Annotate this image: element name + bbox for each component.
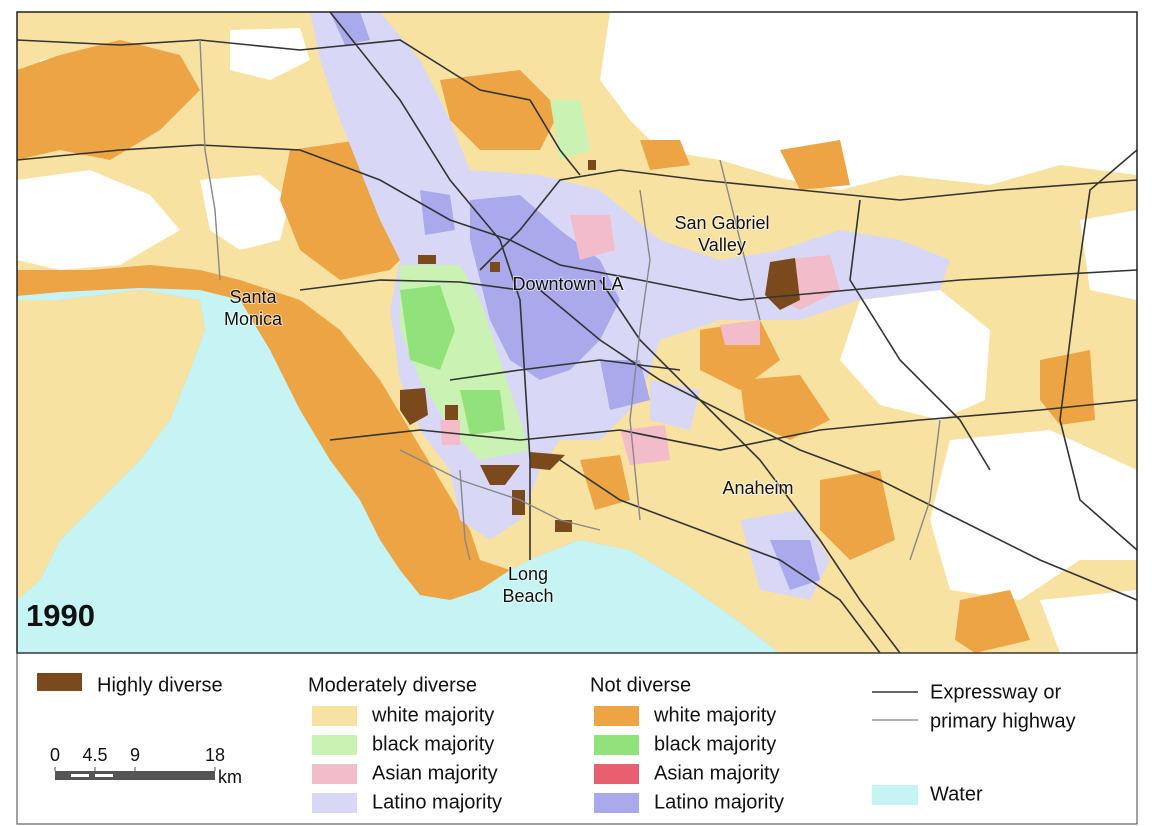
legend-swatch [594, 735, 639, 755]
legend-swatch [594, 764, 639, 784]
legend-swatch [312, 706, 357, 726]
place-label: Beach [502, 586, 553, 606]
place-label: Valley [698, 235, 746, 255]
scale-unit: km [218, 767, 242, 787]
roads [17, 12, 1137, 653]
legend-swatch [312, 735, 357, 755]
legend-swatch [872, 785, 918, 805]
place-label: San Gabriel [674, 213, 769, 233]
legend-label: Latino majority [372, 791, 502, 813]
scale-segment [95, 774, 113, 777]
scale-tick-label: 18 [205, 745, 225, 765]
place-label: Santa [229, 287, 277, 307]
legend-group-title: Not diverse [590, 674, 691, 696]
legend-group-title: Moderately diverse [308, 674, 477, 696]
scale-segment [71, 774, 89, 777]
scale-tick-label: 9 [130, 745, 140, 765]
legend-frame [16, 652, 1138, 825]
legend-swatch [312, 764, 357, 784]
place-label: Downtown LA [512, 274, 623, 294]
scale-tick-label: 0 [50, 745, 60, 765]
legend: Highly diverse Expressway or primary hig… [37, 673, 1076, 813]
water [17, 288, 780, 653]
latino-majority-not-diverse [330, 12, 820, 590]
legend-label: Asian majority [654, 762, 780, 784]
legend-swatch [594, 793, 639, 813]
legend-label: white majority [653, 704, 776, 726]
legend-label: Expressway or [930, 681, 1061, 703]
legend-label: black majority [654, 733, 776, 755]
legend-label: Latino majority [654, 791, 784, 813]
legend-label: white majority [371, 704, 494, 726]
place-label: Long [508, 564, 548, 584]
legend-swatch [37, 673, 82, 691]
legend-label: black majority [372, 733, 494, 755]
legend-swatch [594, 706, 639, 726]
scale-bar-body [55, 771, 215, 780]
legend-label: Water [930, 783, 983, 805]
year: 1990 [26, 598, 95, 633]
place-label: Monica [224, 309, 283, 329]
place-label: Anaheim [722, 478, 793, 498]
legend-swatch [312, 793, 357, 813]
asian-majority-moderately-diverse [440, 215, 840, 465]
legend-label: Highly diverse [97, 674, 223, 696]
legend-label: Asian majority [372, 762, 498, 784]
legend-label: primary highway [930, 710, 1076, 732]
black-majority-not-diverse [400, 285, 505, 435]
scale-tick-label: 4.5 [82, 745, 107, 765]
